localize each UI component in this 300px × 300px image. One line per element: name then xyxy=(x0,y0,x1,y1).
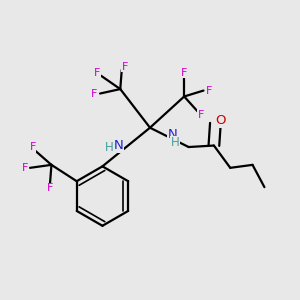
Text: H: H xyxy=(105,140,114,154)
Text: H: H xyxy=(171,136,180,149)
Text: N: N xyxy=(114,139,124,152)
Text: F: F xyxy=(181,68,188,78)
Text: F: F xyxy=(22,163,28,173)
Text: O: O xyxy=(215,114,226,128)
Text: F: F xyxy=(122,62,128,72)
Text: F: F xyxy=(91,88,97,98)
Text: F: F xyxy=(29,142,36,152)
Text: F: F xyxy=(94,68,101,78)
Text: F: F xyxy=(198,110,204,120)
Text: F: F xyxy=(47,183,53,193)
Text: F: F xyxy=(206,85,212,96)
Text: N: N xyxy=(167,128,177,141)
